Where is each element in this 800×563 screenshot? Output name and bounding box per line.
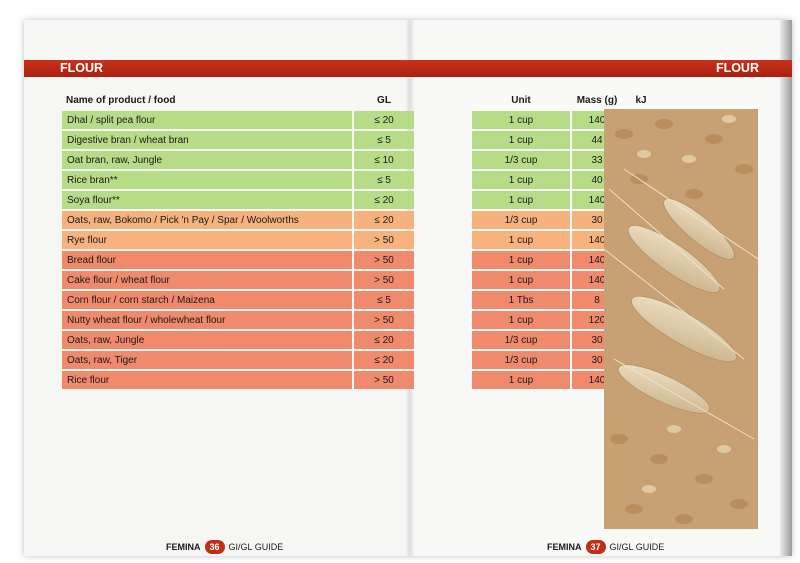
cell-gap [416,111,470,129]
cell-gl: > 50 [354,311,414,329]
cell-gl: ≤ 5 [354,131,414,149]
header-kj: kJ [635,94,647,106]
cell-gl: ≤ 20 [354,211,414,229]
cell-gap [416,191,470,209]
page-number-badge: 37 [585,540,606,554]
footer-brand: FEMINA [547,542,582,552]
cell-name: Nutty wheat flour / wholewheat flour [62,311,352,329]
cell-unit: 1/3 cup [472,331,570,349]
table-row: Soya flour**≤ 201 cup1401911 [62,191,658,209]
table-row: Rice flour> 501 cup1402043 [62,371,658,389]
cell-name: Bread flour [62,251,352,269]
table-header-row: Name of product / food GL Unit Mass (g) … [62,91,658,109]
cell-gl: ≤ 20 [354,331,414,349]
cell-unit: 1 cup [472,191,570,209]
cell-unit: 1 cup [472,271,570,289]
wheat-photo [604,109,758,529]
page-number-badge: 36 [204,540,225,554]
cell-name: Oats, raw, Tiger [62,351,352,369]
cell-name: Digestive bran / wheat bran [62,131,352,149]
cell-unit: 1/3 cup [472,151,570,169]
cell-unit: 1 cup [472,311,570,329]
table-row: Dhal / split pea flour≤ 201 cup1401995 [62,111,658,129]
cell-gap [416,151,470,169]
header-gl: GL [377,94,391,106]
header-unit: Unit [511,94,531,106]
cell-unit: 1 cup [472,171,570,189]
cell-gl: ≤ 10 [354,151,414,169]
cell-name: Dhal / split pea flour [62,111,352,129]
cell-name: Oats, raw, Bokomo / Pick 'n Pay / Spar /… [62,211,352,229]
table-body: Dhal / split pea flour≤ 201 cup1401995Di… [62,111,658,389]
table-row: Corn flour / corn starch / Maizena ≤ 5 1 T… [62,291,658,309]
cell-gap [416,231,470,249]
cell-gap [416,311,470,329]
cell-gap [416,251,470,269]
cell-gl: ≤ 20 [354,191,414,209]
cell-unit: 1/3 cup [472,211,570,229]
cell-gl: ≤ 5 [354,291,414,309]
cell-name: Rye flour [62,231,352,249]
cell-gap [416,171,470,189]
cell-name: Oats, raw, Jungle [62,331,352,349]
table-row: Rye flour> 501 cup1402361 [62,231,658,249]
cell-unit: 1/3 cup [472,351,570,369]
table-row: Nutty wheat flour / wholewheat flour > 50… [62,311,658,329]
cell-name: Rice flour [62,371,352,389]
cell-name: Oat bran, raw, Jungle [62,151,352,169]
header-name: Name of product / food [66,94,176,106]
cell-unit: 1 cup [472,131,570,149]
book-spread: FLOUR FLOUR Name of product / food GL Un… [24,20,792,556]
cell-unit: 1 cup [472,231,570,249]
table-row: Cake flour / wheat flour> 501 cup1402121 [62,271,658,289]
cell-gap [416,351,470,369]
cell-gap [416,131,470,149]
section-band [24,60,792,77]
cell-name: Soya flour** [62,191,352,209]
footer-left: FEMINA 36 GI/GL GUIDE [166,540,283,554]
cell-gl: ≤ 20 [354,351,414,369]
cell-gap [416,291,470,309]
cell-name: Cake flour / wheat flour [62,271,352,289]
cell-gl: > 50 [354,231,414,249]
cell-unit: 1 cup [472,251,570,269]
footer-guide: GI/GL GUIDE [228,542,284,552]
cell-gap [416,371,470,389]
table-row: Digestive bran / wheat bran≤ 51 cup44397 [62,131,658,149]
table-row: Oats, raw, Bokomo / Pick 'n Pay / Spar /… [62,211,658,229]
cell-name: Corn flour / corn starch / Maizena [62,291,352,309]
cell-gl: > 50 [354,251,414,269]
section-title-right: FLOUR [715,61,759,75]
flour-table: Name of product / food GL Unit Mass (g) … [60,89,660,391]
page-edge [780,20,792,556]
cell-gap [416,211,470,229]
cell-gap [416,271,470,289]
cell-unit: 1 Tbs [472,291,570,309]
table-row: Oats, raw, Tiger≤ 201/3 cup30410 [62,351,658,369]
table-row: Bread flour> 501 cup1401928 [62,251,658,269]
cell-gl: ≤ 20 [354,111,414,129]
cell-gl: > 50 [354,271,414,289]
cell-unit: 1 cup [472,371,570,389]
table-row: Oats, raw, Jungle≤ 201/3 cup30433 [62,331,658,349]
cell-unit: 1 cup [472,111,570,129]
cell-gap [416,331,470,349]
cell-gl: ≤ 5 [354,171,414,189]
section-title-left: FLOUR [60,61,104,75]
table-row: Oat bran, raw, Jungle≤ 101/3 cup33495 [62,151,658,169]
header-mass: Mass (g) [576,94,618,106]
cell-gl: > 50 [354,371,414,389]
footer-right: FEMINA 37 GI/GL GUIDE [547,540,664,554]
footer-brand: FEMINA [166,542,201,552]
table-row: Rice bran**≤ 51 cup40566 [62,171,658,189]
footer-guide: GI/GL GUIDE [609,542,665,552]
wheat-illustration [604,109,758,529]
cell-name: Rice bran** [62,171,352,189]
